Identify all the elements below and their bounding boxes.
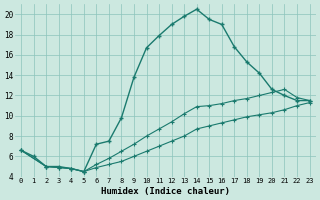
X-axis label: Humidex (Indice chaleur): Humidex (Indice chaleur) [101,187,230,196]
